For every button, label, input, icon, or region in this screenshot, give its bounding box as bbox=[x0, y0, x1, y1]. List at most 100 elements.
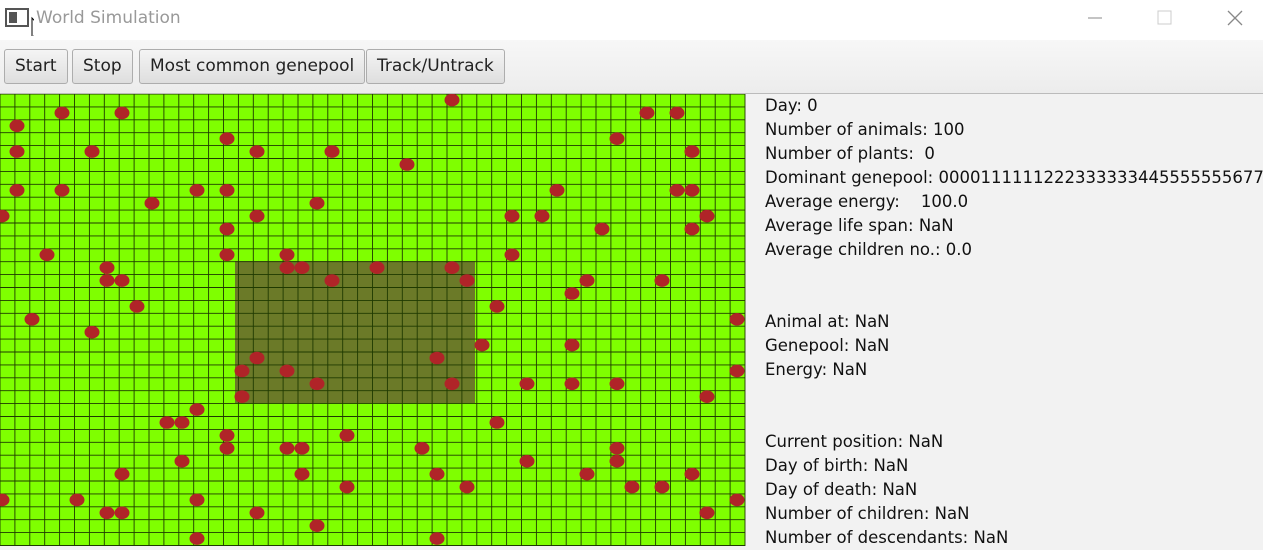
animal[interactable] bbox=[54, 184, 70, 197]
animal[interactable] bbox=[114, 506, 130, 520]
animal[interactable] bbox=[24, 313, 40, 326]
animal[interactable] bbox=[324, 145, 340, 158]
animal[interactable] bbox=[159, 416, 175, 429]
animal[interactable] bbox=[339, 480, 355, 494]
animal[interactable] bbox=[549, 184, 565, 197]
animal[interactable] bbox=[219, 442, 235, 455]
animal[interactable] bbox=[39, 248, 55, 262]
animal[interactable] bbox=[699, 209, 715, 223]
animal[interactable] bbox=[279, 248, 295, 262]
animal[interactable] bbox=[249, 209, 265, 223]
animal[interactable] bbox=[474, 338, 490, 352]
animal[interactable] bbox=[729, 493, 745, 507]
animal[interactable] bbox=[174, 416, 190, 429]
animal[interactable] bbox=[459, 480, 475, 494]
animal[interactable] bbox=[114, 467, 130, 481]
animal[interactable] bbox=[324, 274, 340, 287]
animal[interactable] bbox=[654, 274, 670, 287]
animal[interactable] bbox=[99, 261, 115, 274]
animal[interactable] bbox=[609, 442, 625, 455]
animal[interactable] bbox=[444, 261, 460, 274]
maximize-button[interactable] bbox=[1157, 10, 1172, 25]
animal[interactable] bbox=[339, 429, 355, 442]
animal[interactable] bbox=[504, 248, 520, 262]
animal[interactable] bbox=[279, 442, 295, 455]
animal[interactable] bbox=[639, 106, 655, 120]
animal[interactable] bbox=[684, 145, 700, 158]
animal[interactable] bbox=[444, 94, 460, 107]
animal[interactable] bbox=[699, 506, 715, 520]
animal[interactable] bbox=[669, 184, 685, 197]
animal[interactable] bbox=[189, 403, 205, 416]
animal[interactable] bbox=[429, 351, 445, 365]
animal[interactable] bbox=[519, 377, 535, 391]
animal[interactable] bbox=[219, 429, 235, 442]
animal[interactable] bbox=[294, 467, 310, 481]
animal[interactable] bbox=[309, 519, 325, 532]
toolbar-button[interactable]: Stop bbox=[72, 49, 133, 84]
animal[interactable] bbox=[279, 364, 295, 378]
animal[interactable] bbox=[9, 184, 25, 197]
animal[interactable] bbox=[564, 287, 580, 300]
animal[interactable] bbox=[579, 467, 595, 481]
animal[interactable] bbox=[144, 196, 160, 210]
animal[interactable] bbox=[429, 532, 445, 545]
animal[interactable] bbox=[99, 274, 115, 287]
animal[interactable] bbox=[234, 390, 250, 404]
animal[interactable] bbox=[189, 532, 205, 545]
animal[interactable] bbox=[84, 145, 100, 158]
close-button[interactable] bbox=[1227, 10, 1243, 26]
animal[interactable] bbox=[9, 145, 25, 158]
animal[interactable] bbox=[504, 209, 520, 223]
animal[interactable] bbox=[684, 467, 700, 481]
animal[interactable] bbox=[309, 377, 325, 391]
toolbar-button[interactable]: Track/Untrack bbox=[366, 49, 505, 84]
animal[interactable] bbox=[609, 132, 625, 145]
toolbar-button[interactable]: Start bbox=[4, 49, 68, 84]
animal[interactable] bbox=[444, 377, 460, 391]
animal[interactable] bbox=[114, 274, 130, 287]
animal[interactable] bbox=[129, 300, 145, 313]
animal[interactable] bbox=[189, 184, 205, 197]
animal[interactable] bbox=[249, 351, 265, 365]
animal[interactable] bbox=[84, 325, 100, 339]
animal[interactable] bbox=[489, 300, 505, 313]
animal[interactable] bbox=[69, 493, 85, 507]
animal[interactable] bbox=[219, 184, 235, 197]
animal[interactable] bbox=[249, 506, 265, 520]
animal[interactable] bbox=[219, 248, 235, 262]
animal[interactable] bbox=[429, 467, 445, 481]
animal[interactable] bbox=[294, 261, 310, 274]
animal[interactable] bbox=[114, 106, 130, 120]
animal[interactable] bbox=[234, 364, 250, 378]
animal[interactable] bbox=[0, 493, 10, 507]
animal[interactable] bbox=[0, 209, 10, 223]
animal[interactable] bbox=[564, 377, 580, 391]
animal[interactable] bbox=[669, 106, 685, 120]
animal[interactable] bbox=[729, 313, 745, 326]
animal[interactable] bbox=[654, 480, 670, 494]
animal[interactable] bbox=[309, 196, 325, 210]
animal[interactable] bbox=[564, 338, 580, 352]
animal[interactable] bbox=[189, 493, 205, 507]
animal[interactable] bbox=[219, 222, 235, 236]
animal[interactable] bbox=[519, 454, 535, 468]
animal[interactable] bbox=[729, 364, 745, 378]
animal[interactable] bbox=[609, 454, 625, 468]
animal[interactable] bbox=[9, 119, 25, 133]
animal[interactable] bbox=[534, 209, 550, 223]
animal[interactable] bbox=[684, 222, 700, 236]
animal[interactable] bbox=[399, 158, 415, 171]
animal[interactable] bbox=[219, 132, 235, 145]
animal[interactable] bbox=[699, 390, 715, 404]
animal[interactable] bbox=[594, 222, 610, 236]
animal[interactable] bbox=[174, 454, 190, 468]
animal[interactable] bbox=[279, 261, 295, 274]
animal[interactable] bbox=[609, 377, 625, 391]
toolbar-button[interactable]: Most common genepool bbox=[139, 49, 366, 84]
animal[interactable] bbox=[414, 442, 430, 455]
animal[interactable] bbox=[99, 506, 115, 520]
animal[interactable] bbox=[579, 274, 595, 287]
animal[interactable] bbox=[54, 106, 70, 120]
animal[interactable] bbox=[249, 145, 265, 158]
